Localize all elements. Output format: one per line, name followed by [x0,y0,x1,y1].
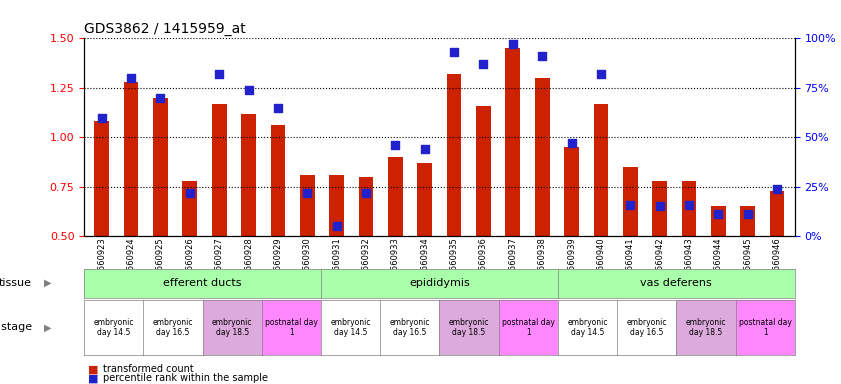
Bar [740,207,755,236]
Bar [153,98,168,236]
Bar [300,175,315,236]
Text: ▶: ▶ [44,278,51,288]
Point [623,202,637,208]
Bar [124,82,139,236]
Text: embryonic
day 18.5: embryonic day 18.5 [212,318,252,337]
Point [653,204,666,210]
Bar [447,74,462,236]
Text: embryonic
day 14.5: embryonic day 14.5 [567,318,608,337]
Bar [623,167,637,236]
Bar [535,78,549,236]
Text: vas deferens: vas deferens [641,278,712,288]
Text: development stage: development stage [0,322,32,333]
Point [124,75,138,81]
Point [682,202,696,208]
Text: embryonic
day 18.5: embryonic day 18.5 [449,318,489,337]
Bar [505,48,521,236]
Point [330,223,343,229]
Bar [476,106,491,236]
Point [183,190,197,196]
Bar [358,177,373,236]
Bar [388,157,403,236]
Point [477,61,490,67]
Text: GDS3862 / 1415959_at: GDS3862 / 1415959_at [84,22,246,36]
Text: ■: ■ [88,373,98,383]
Text: percentile rank within the sample: percentile rank within the sample [103,373,268,383]
Bar [94,121,109,236]
Bar [417,163,432,236]
Bar [330,175,344,236]
Point [389,142,402,148]
Bar [564,147,579,236]
Point [242,87,256,93]
Text: ■: ■ [88,364,98,374]
Point [300,190,314,196]
Text: embryonic
day 16.5: embryonic day 16.5 [153,318,193,337]
Bar [241,114,256,236]
Text: ▶: ▶ [44,322,51,333]
Point [154,94,167,101]
Bar [770,191,785,236]
Text: tissue: tissue [0,278,32,288]
Text: embryonic
day 16.5: embryonic day 16.5 [389,318,430,337]
Point [271,104,284,111]
Point [536,53,549,59]
Point [447,49,461,55]
Point [565,140,579,146]
Text: postnatal day
1: postnatal day 1 [738,318,791,337]
Bar [682,181,696,236]
Bar [594,104,608,236]
Text: embryonic
day 14.5: embryonic day 14.5 [331,318,371,337]
Point [711,211,725,217]
Bar [212,104,226,236]
Bar [182,181,197,236]
Point [418,146,431,152]
Point [595,71,608,77]
Bar [271,126,285,236]
Point [741,211,754,217]
Point [506,41,520,47]
Text: embryonic
day 14.5: embryonic day 14.5 [93,318,134,337]
Text: postnatal day
1: postnatal day 1 [502,318,555,337]
Point [359,190,373,196]
Text: transformed count: transformed count [103,364,194,374]
Text: embryonic
day 16.5: embryonic day 16.5 [627,318,667,337]
Point [770,185,784,192]
Text: postnatal day
1: postnatal day 1 [265,318,318,337]
Bar [653,181,667,236]
Text: efferent ducts: efferent ducts [163,278,242,288]
Bar [711,207,726,236]
Text: epididymis: epididymis [409,278,470,288]
Text: embryonic
day 18.5: embryonic day 18.5 [685,318,726,337]
Point [95,114,108,121]
Point [213,71,226,77]
